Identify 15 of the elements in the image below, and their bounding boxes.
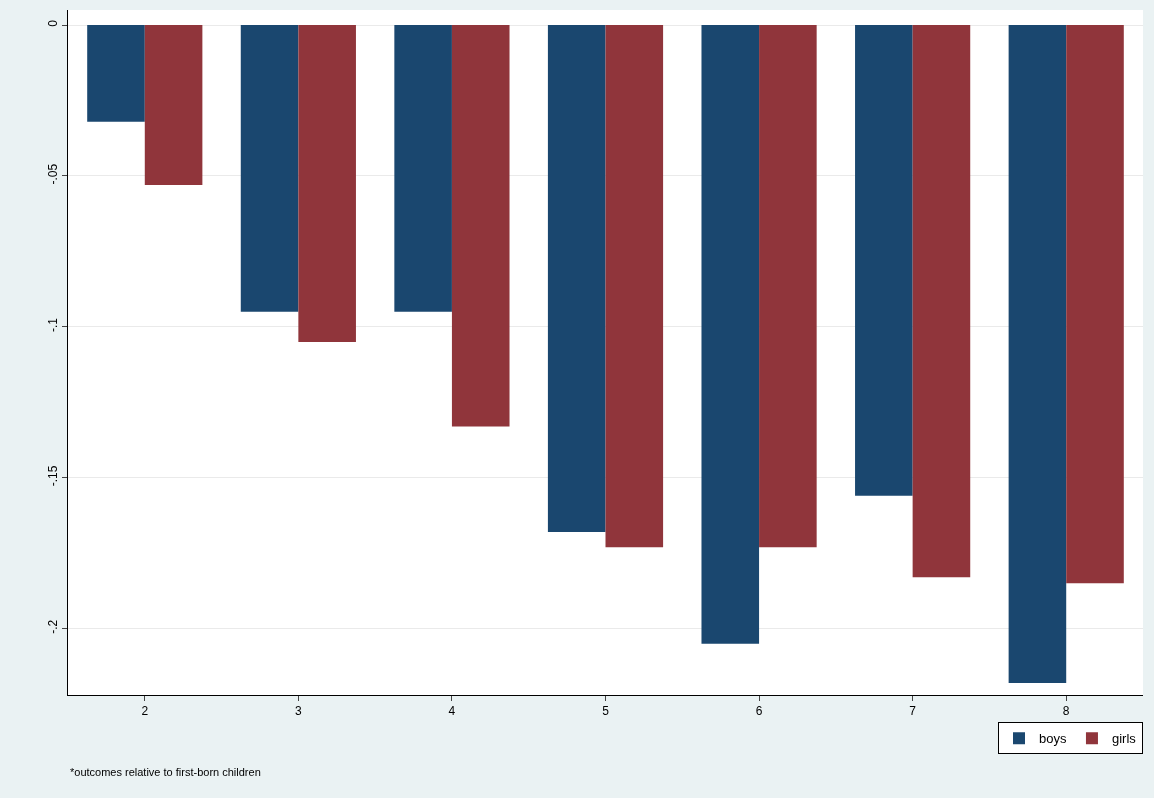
y-tick-label: 0 [46,19,61,27]
y-tick-label: -.15 [46,465,61,487]
x-tick-label: 8 [1062,704,1070,719]
legend-label: girls [1111,731,1137,747]
x-tick-label: 6 [755,704,763,719]
y-tick-label: -.2 [46,619,61,634]
legend-label: boys [1039,731,1067,747]
y-tick-label: -.05 [46,163,61,185]
x-tick-label: 2 [141,704,149,719]
x-tick-label: 5 [602,704,610,719]
text: *outcomes relative to first-born children [70,766,261,778]
x-tick-label: 7 [909,704,917,719]
x-tick-label: 3 [295,704,303,719]
y-tick-label: -.1 [46,317,61,333]
x-tick-label: 4 [448,704,456,719]
